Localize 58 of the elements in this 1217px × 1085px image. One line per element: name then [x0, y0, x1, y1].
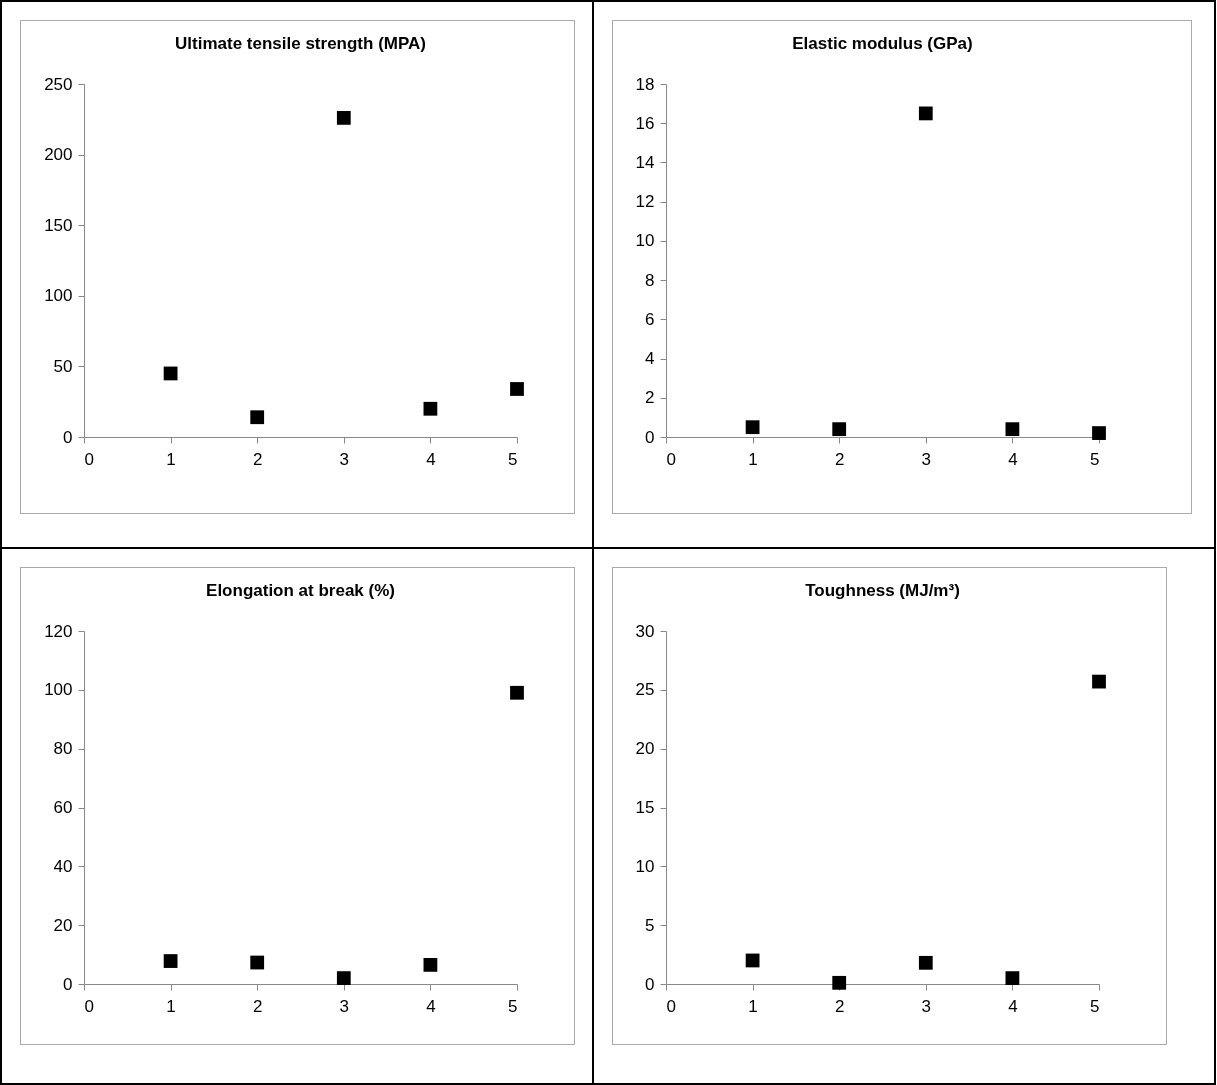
y-tick-label: 20	[635, 739, 655, 759]
y-tick-label: 60	[53, 798, 73, 817]
x-tick-label: 5	[508, 449, 518, 469]
y-tick-label: 15	[635, 798, 655, 817]
chart-title: Elongation at break (%)	[206, 581, 395, 600]
chart-title: Ultimate tensile strength (MPA)	[175, 34, 426, 53]
x-tick-label: 0	[666, 449, 676, 469]
x-tick-label: 5	[508, 996, 518, 1016]
x-tick-label: 3	[339, 449, 350, 469]
x-tick-label: 0	[84, 449, 94, 469]
x-tick-label: 1	[748, 996, 758, 1016]
x-tick-label: 5	[1090, 996, 1100, 1016]
y-tick-label: 25	[635, 680, 655, 700]
y-tick-label: 18	[635, 74, 655, 94]
x-tick-label: 4	[1008, 996, 1018, 1016]
x-tick-label: 4	[426, 449, 436, 469]
y-tick-label: 150	[44, 215, 73, 235]
y-tick-label: 0	[645, 974, 655, 994]
y-tick-label: 14	[635, 152, 655, 172]
y-tick-label: 30	[635, 621, 655, 641]
y-tick-label: 100	[44, 680, 73, 700]
x-tick-label: 5	[1090, 449, 1100, 469]
x-tick-label: 2	[252, 449, 263, 469]
x-tick-label: 2	[252, 996, 263, 1016]
y-tick-label: 0	[645, 427, 655, 447]
x-tick-label: 0	[666, 996, 676, 1016]
y-tick-label: 5	[645, 915, 655, 935]
y-tick-label: 0	[63, 974, 73, 994]
x-tick-label: 1	[166, 996, 176, 1016]
x-tick-label: 1	[748, 449, 758, 469]
y-tick-label: 0	[63, 427, 73, 447]
y-tick-label: 200	[44, 145, 73, 165]
y-tick-label: 10	[635, 231, 655, 251]
y-tick-label: 12	[635, 192, 655, 212]
y-tick-label: 4	[645, 349, 655, 369]
x-tick-label: 0	[84, 996, 94, 1016]
y-tick-label: 50	[53, 356, 73, 376]
x-tick-label: 4	[426, 996, 436, 1016]
y-tick-label: 2	[645, 388, 655, 408]
y-tick-label: 100	[44, 286, 73, 306]
x-tick-label: 3	[921, 996, 932, 1016]
y-tick-label: 8	[645, 270, 655, 290]
x-tick-label: 1	[166, 449, 176, 469]
x-tick-label: 3	[339, 996, 350, 1016]
chart-title: Toughness (MJ/m³)	[805, 581, 960, 600]
chart-title: Elastic modulus (GPa)	[792, 34, 973, 53]
y-tick-label: 80	[53, 739, 73, 759]
y-tick-label: 20	[53, 915, 73, 935]
x-tick-label: 4	[1008, 449, 1018, 469]
y-tick-label: 250	[44, 74, 73, 94]
x-tick-label: 2	[834, 996, 845, 1016]
x-tick-label: 2	[834, 449, 845, 469]
y-tick-label: 120	[44, 621, 73, 641]
x-tick-label: 3	[921, 449, 932, 469]
y-tick-label: 16	[635, 113, 655, 133]
y-tick-label: 10	[635, 856, 655, 876]
y-tick-label: 6	[645, 309, 655, 329]
y-tick-label: 40	[53, 856, 73, 876]
